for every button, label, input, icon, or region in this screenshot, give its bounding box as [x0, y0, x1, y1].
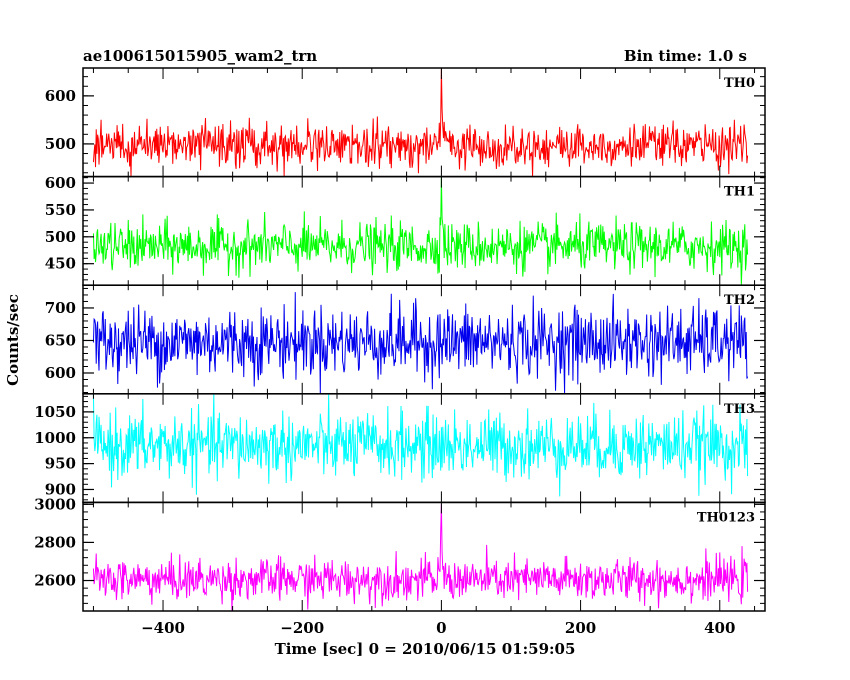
y-tick-label: 700: [45, 299, 76, 317]
y-tick-label: 600: [45, 87, 76, 105]
y-tick-label: 2600: [34, 572, 76, 590]
y-tick-label: 900: [45, 480, 76, 498]
y-tick-label: 500: [45, 228, 76, 246]
y-tick-label: 550: [45, 201, 76, 219]
y-tick-label: 450: [45, 255, 76, 273]
panel-frame-th0123: [82, 501, 766, 612]
panel-label-th1: TH1: [724, 185, 755, 200]
bin-time-label: Bin time: 1.0 s: [624, 47, 747, 65]
x-tick-label: −400: [141, 619, 185, 637]
panel-stack: 500 600 TH0 450 500 550 600 TH1 600 650 700 TH2 900 9…: [34, 67, 766, 637]
series-line-th2: [92, 292, 749, 394]
x-axis-label: Time [sec] 0 = 2010/06/15 01:59:05: [275, 640, 576, 658]
x-tick-label: −200: [280, 619, 324, 637]
series-line-th3: [92, 393, 749, 497]
panel-label-th3: TH3: [724, 402, 755, 417]
x-tick-label: 400: [704, 619, 735, 637]
x-tick-label: 200: [565, 619, 596, 637]
y-axis-label: Counts/sec: [4, 294, 22, 386]
y-tick-label: 1050: [34, 403, 76, 421]
panel-frame-th1: [82, 175, 766, 286]
panel-label-th0123: TH0123: [697, 510, 755, 525]
y-tick-label: 650: [45, 331, 76, 349]
x-tick-label: 0: [436, 619, 446, 637]
series-line-th0: [92, 67, 749, 177]
panel-label-th0: TH0: [724, 76, 755, 91]
chart-title: ae100615015905_wam2_trn: [83, 47, 317, 65]
y-tick-label: 2800: [34, 533, 76, 551]
panel-label-th2: TH2: [724, 293, 755, 308]
y-tick-label: 600: [45, 364, 76, 382]
series-line-th1: [92, 176, 749, 286]
y-tick-label: 600: [45, 174, 76, 192]
y-tick-label: 1000: [34, 429, 76, 447]
series-line-th0123: [92, 504, 749, 612]
y-tick-label: 3000: [34, 495, 76, 513]
y-tick-label: 950: [45, 455, 76, 473]
y-tick-label: 500: [45, 135, 76, 153]
